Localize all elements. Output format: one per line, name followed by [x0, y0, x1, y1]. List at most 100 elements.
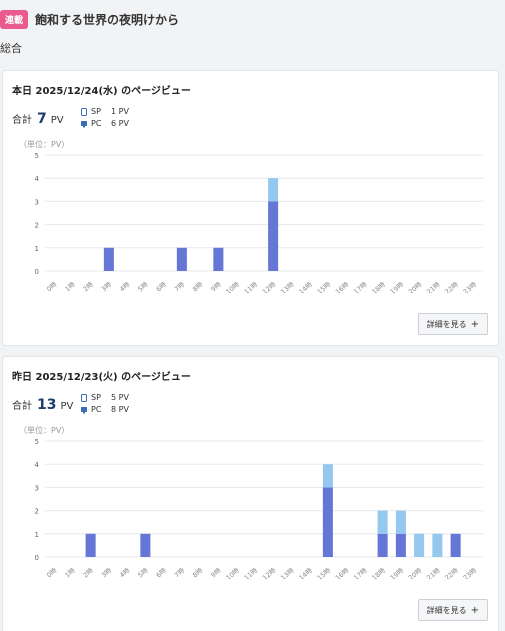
legend-sp-value: 5 PV [111, 393, 129, 402]
bar-sp[interactable] [377, 510, 388, 534]
total-value: 7 [37, 111, 47, 127]
x-tick-label: 23時 [462, 280, 479, 293]
x-tick-label: 15時 [316, 280, 333, 293]
legend-pc-value: 8 PV [111, 405, 129, 414]
monitor-icon [81, 121, 87, 128]
y-tick-label: 4 [35, 461, 40, 469]
x-tick-label: 11時 [243, 280, 260, 293]
x-tick-label: 8時 [191, 280, 205, 293]
x-tick-label: 5時 [136, 280, 150, 293]
x-tick-label: 11時 [243, 566, 260, 579]
page-header: 連載 飽和する世界の夜明けから [0, 9, 179, 29]
total-value: 13 [37, 397, 57, 413]
legend-sp-label: SP [91, 393, 101, 402]
work-title[interactable]: 飽和する世界の夜明けから [35, 12, 180, 27]
plus-icon: + [470, 604, 479, 616]
x-tick-label: 14時 [297, 280, 314, 293]
legend-pc-value: 6 PV [111, 119, 129, 128]
y-tick-label: 1 [35, 531, 39, 539]
bar-pc[interactable] [176, 247, 187, 271]
x-tick-label: 1時 [63, 280, 77, 293]
legend-sp: SP 5 PV [81, 392, 129, 404]
details-button[interactable]: 詳細を見る + [417, 599, 488, 621]
bar-pc[interactable] [377, 533, 388, 557]
legend-sp: SP 1 PV [81, 106, 129, 118]
y-tick-label: 2 [35, 508, 39, 516]
pv-card-today: 本日 2025/12/24(水) のページビュー 合計 7 PV SP 1 PV… [2, 70, 499, 346]
x-tick-label: 6時 [155, 280, 169, 293]
y-tick-label: 3 [35, 198, 39, 206]
pv-chart: 0 1 2 3 4 5 0時 1時 2時 3時 4時 5時 6時 7時 8時 9時 10時 11時 12時 13時 14… [35, 153, 483, 293]
unit-label: （単位：PV） [19, 426, 70, 435]
smartphone-icon [81, 108, 87, 116]
total-label: 合計 [12, 115, 32, 126]
bar-pc[interactable] [395, 533, 406, 557]
legend-pc-label: PC [91, 119, 102, 128]
x-tick-label: 20時 [407, 566, 424, 579]
x-tick-label: 13時 [279, 566, 296, 579]
x-tick-label: 7時 [173, 280, 187, 293]
x-tick-label: 2時 [82, 566, 96, 579]
pv-chart: 0 1 2 3 4 5 0時 1時 2時 3時 4時 5時 6時 7時 8時 9時 10時 11時 12時 13時 14… [35, 439, 483, 579]
x-tick-label: 19時 [389, 280, 406, 293]
plus-icon: + [470, 318, 479, 330]
x-tick-label: 20時 [407, 280, 424, 293]
bar-sp[interactable] [268, 178, 279, 202]
total-unit: PV [50, 115, 64, 126]
details-label: 詳細を見る [426, 319, 467, 329]
bar-sp[interactable] [395, 510, 406, 534]
x-tick-label: 13時 [279, 280, 296, 293]
x-tick-label: 6時 [155, 566, 169, 579]
total-unit: PV [60, 401, 74, 412]
x-tick-label: 16時 [334, 566, 351, 579]
x-tick-label: 22時 [443, 566, 460, 579]
x-tick-label: 23時 [462, 566, 479, 579]
x-tick-label: 17時 [352, 566, 369, 579]
legend-sp-label: SP [91, 107, 101, 116]
card-title: 本日 2025/12/24(水) のページビュー [12, 86, 191, 97]
x-tick-label: 18時 [370, 566, 387, 579]
bar-pc[interactable] [103, 247, 114, 271]
y-tick-label: 0 [35, 268, 39, 276]
monitor-icon [81, 407, 87, 414]
y-tick-label: 0 [35, 554, 39, 562]
details-label: 詳細を見る [426, 605, 467, 615]
y-tick-label: 2 [35, 222, 39, 230]
total-label: 合計 [12, 401, 32, 412]
bar-pc[interactable] [85, 533, 96, 557]
legend-pc-label: PC [91, 405, 102, 414]
x-tick-label: 7時 [173, 566, 187, 579]
x-tick-label: 16時 [334, 280, 351, 293]
bar-pc[interactable] [322, 487, 333, 557]
x-tick-label: 4時 [118, 280, 132, 293]
details-button[interactable]: 詳細を見る + [417, 313, 488, 335]
x-tick-label: 5時 [136, 566, 150, 579]
bar-sp[interactable] [432, 533, 443, 557]
legend-pc: PC 8 PV [81, 404, 129, 416]
y-tick-label: 5 [35, 153, 39, 160]
y-tick-label: 1 [35, 245, 39, 253]
x-tick-label: 10時 [224, 566, 241, 579]
x-tick-label: 12時 [261, 280, 278, 293]
card-title: 昨日 2025/12/23(火) のページビュー [12, 372, 191, 383]
bar-pc[interactable] [140, 533, 151, 557]
bar-sp[interactable] [322, 464, 333, 488]
bar-pc[interactable] [450, 533, 461, 557]
x-tick-label: 1時 [63, 566, 77, 579]
x-tick-label: 9時 [209, 566, 223, 579]
x-tick-label: 14時 [297, 566, 314, 579]
smartphone-icon [81, 394, 87, 402]
y-tick-label: 3 [35, 484, 39, 492]
x-tick-label: 4時 [118, 566, 132, 579]
section-label: 総合 [0, 42, 22, 55]
device-legend: SP 5 PV PC 8 PV [81, 392, 129, 416]
bar-sp[interactable] [414, 533, 425, 557]
x-tick-label: 18時 [370, 280, 387, 293]
y-tick-label: 5 [35, 439, 39, 446]
x-tick-label: 17時 [352, 280, 369, 293]
bar-pc[interactable] [268, 201, 279, 271]
x-tick-label: 12時 [261, 566, 278, 579]
bar-pc[interactable] [213, 247, 224, 271]
x-tick-label: 3時 [100, 280, 114, 293]
unit-label: （単位：PV） [19, 140, 70, 149]
